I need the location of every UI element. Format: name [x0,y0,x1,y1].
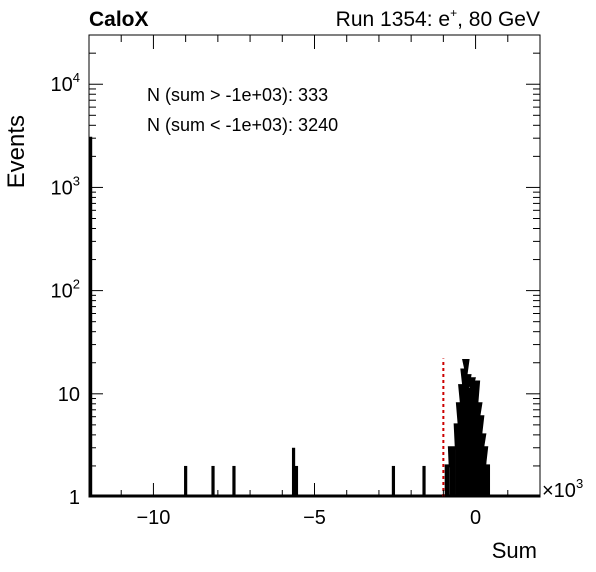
histogram [89,136,540,498]
plot-frame [88,34,541,498]
run-info: Run 1354: e+, 80 GeV [336,6,540,31]
histogram-peak-outline [444,359,491,497]
annotation-above: N (sum > -1e+03): 333 [147,85,328,105]
x-axis-label: Sum [492,538,537,563]
run-energy: , 80 GeV [457,8,540,31]
y-tick-label: 103 [51,173,80,199]
y-tick-label: 104 [51,70,80,96]
x-tick-label: 0 [470,507,481,529]
x-tick-label: −5 [303,507,326,529]
run-label: Run 1354: e [336,8,450,31]
x-tick-label: −10 [136,507,170,529]
y-tick-label: 1 [69,487,80,509]
y-tick-label: 10 [58,384,80,406]
annotation-below: N (sum < -1e+03): 3240 [147,115,338,135]
experiment-title: CaloX [89,8,149,31]
y-tick-label: 102 [51,277,80,303]
x-multiplier: ×103 [542,476,583,502]
axis-tick-labels: −10 −5 0 1 10 102 103 104 [51,70,482,529]
run-sup: + [450,6,457,20]
y-axis-label: Events [3,115,30,188]
